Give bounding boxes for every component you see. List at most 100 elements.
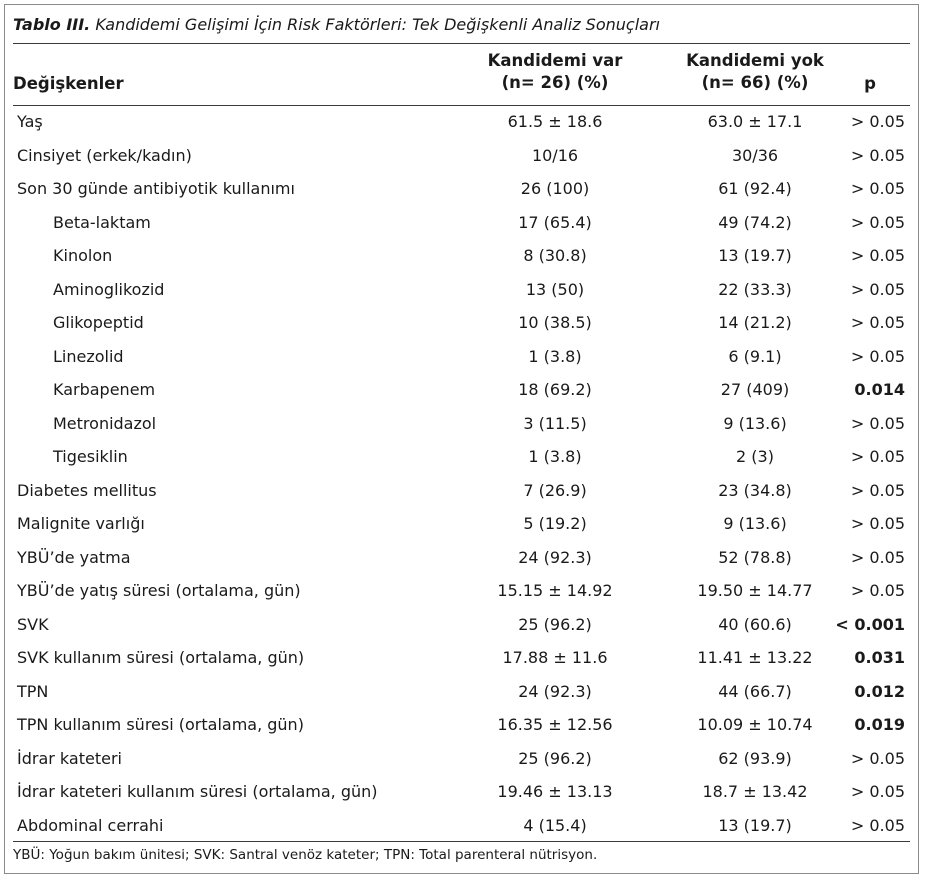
row-group-a-value: 17 (65.4) [518,212,592,232]
table-row: Abdominal cerrahi 4 (15.4) 13 (19.7) > 0.05 [5,810,920,844]
row-group-b-value: 30/36 [731,145,779,165]
row-label: Karbapenem [53,380,156,399]
row-p-value: > 0.05 [850,212,905,232]
table-row: Karbapenem 18 (69.2) 27 (409) 0.014 [5,374,920,408]
row-label: Diabetes mellitus [17,480,157,500]
row-label: Kinolon [53,246,113,265]
row-p-value: > 0.05 [850,782,905,801]
row-p-value: > 0.05 [850,112,905,131]
row-label: YBÜ’de yatma [17,547,131,567]
row-group-a-value: 1 (3.8) [528,346,582,366]
row-group-a-value: 26 (100) [520,179,590,198]
row-label: Linezolid [53,346,124,366]
row-group-a-value: 7 (26.9) [523,480,587,500]
header-variables: Değişkenler [13,74,124,93]
row-group-b-value: 14 (21.2) [718,313,792,332]
header-group-a-line2: (n= 26) (%) [501,73,609,92]
header-rule [13,105,910,106]
row-group-a-value: 25 (96.2) [518,748,592,768]
row-group-b-value: 9 (13.6) [723,413,787,433]
table-row: SVK kullanım süresi (ortalama, gün) 17.88… [5,642,920,676]
row-group-b-value: 62 (93.9) [718,748,792,768]
table-row: Tigesiklin 1 (3.8) 2 (3) > 0.05 [5,441,920,475]
table-row: Yaş 61.5 ± 18.6 63.0 ± 17.1 > 0.05 [5,106,920,140]
row-group-b-value: 44 (66.7) [718,681,792,701]
row-label: İdrar kateteri [17,748,122,768]
table-row: Beta-laktam 17 (65.4) 49 (74.2) > 0.05 [5,207,920,241]
table-body: Yaş 61.5 ± 18.6 63.0 ± 17.1 > 0.05 Cinsiyet … [5,106,920,843]
row-group-b-value: 11.41 ± 13.22 [697,648,813,667]
row-label: Glikopeptid [53,313,144,332]
header-group-b-line1: Kandidemi yok [686,51,824,70]
row-group-a-value: 8 (30.8) [523,246,587,265]
row-label: İdrar kateteri kullanım süresi (ortalama… [17,782,378,801]
footnote: YBÜ: Yoğun bakım ünitesi; SVK: Santral v… [13,847,598,863]
table-row: Malignite varlığı 5 (19.2) 9 (13.6) > 0.05 [5,508,920,542]
header-group-b-line2: (n= 66) (%) [701,73,809,92]
row-label: SVK kullanım süresi (ortalama, gün) [17,648,305,667]
row-label: Abdominal cerrahi [17,815,164,835]
row-p-value: > 0.05 [850,246,905,265]
row-group-b-value: 23 (34.8) [718,480,792,500]
table-row: Aminoglikozid 13 (50) 22 (33.3) > 0.05 [5,274,920,308]
row-group-b-value: 22 (33.3) [718,279,792,299]
row-group-a-value: 61.5 ± 18.6 [507,112,603,131]
row-label: Yaş [17,112,43,131]
row-label: TPN kullanım süresi (ortalama, gün) [17,715,304,734]
table-row: TPN kullanım süresi (ortalama, gün) 16.35… [5,709,920,743]
row-label: Cinsiyet (erkek/kadın) [17,145,192,165]
row-label: Aminoglikozid [53,279,165,299]
row-p-value: > 0.05 [850,179,905,198]
row-group-a-value: 5 (19.2) [523,514,587,533]
table-row: Glikopeptid 10 (38.5) 14 (21.2) > 0.05 [5,307,920,341]
row-group-a-value: 16.35 ± 12.56 [497,715,613,734]
row-label: Malignite varlığı [17,514,145,533]
row-group-a-value: 19.46 ± 13.13 [497,782,613,801]
header-group-b: Kandidemi yok (n= 66) (%) [640,50,870,94]
row-group-b-value: 19.50 ± 14.77 [697,581,813,600]
table-row: Cinsiyet (erkek/kadın) 10/16 30/36 > 0.05 [5,140,920,174]
caption-lead: Tablo III. [13,15,91,34]
row-group-b-value: 27 (409) [720,380,790,399]
row-group-b-value: 13 (19.7) [718,815,792,835]
row-label: YBÜ’de yatış süresi (ortalama, gün) [17,581,301,600]
row-label: Beta-laktam [53,212,151,232]
row-group-a-value: 15.15 ± 14.92 [497,581,613,600]
row-label: Son 30 günde antibiyotik kullanımı [17,179,295,198]
row-group-a-value: 24 (92.3) [518,547,592,567]
table-row: Son 30 günde antibiyotik kullanımı 26 (10… [5,173,920,207]
row-group-a-value: 18 (69.2) [518,380,592,399]
row-group-a-value: 24 (92.3) [518,681,592,701]
row-group-b-value: 63.0 ± 17.1 [707,112,803,131]
row-p-value: 0.031 [854,648,905,667]
row-group-a-value: 10/16 [531,145,579,165]
table-row: Linezolid 1 (3.8) 6 (9.1) > 0.05 [5,341,920,375]
header-group-a: Kandidemi var (n= 26) (%) [445,50,665,94]
top-rule [13,43,910,44]
table-row: TPN 24 (92.3) 44 (66.7) 0.012 [5,676,920,710]
row-p-value: > 0.05 [850,346,905,366]
row-label: Tigesiklin [53,447,128,466]
row-group-b-value: 52 (78.8) [718,547,792,567]
row-p-value: > 0.05 [850,145,905,165]
header-p: p [864,74,876,93]
table-row: YBÜ’de yatma 24 (92.3) 52 (78.8) > 0.05 [5,542,920,576]
row-p-value: 0.019 [854,715,905,734]
row-group-a-value: 25 (96.2) [518,614,592,634]
bottom-rule [13,841,910,842]
row-label: SVK [17,614,49,634]
table-row: İdrar kateteri kullanım süresi (ortalama… [5,776,920,810]
row-group-b-value: 9 (13.6) [723,514,787,533]
row-group-b-value: 40 (60.6) [718,614,792,634]
row-group-b-value: 61 (92.4) [718,179,792,198]
table-row: İdrar kateteri 25 (96.2) 62 (93.9) > 0.05 [5,743,920,777]
row-group-b-value: 6 (9.1) [728,346,782,366]
row-group-b-value: 18.7 ± 13.42 [702,782,808,801]
row-group-a-value: 1 (3.8) [528,447,582,466]
row-label: Metronidazol [53,413,157,433]
row-p-value: > 0.05 [850,748,905,768]
row-p-value: < 0.001 [835,614,905,634]
row-group-a-value: 4 (15.4) [523,815,587,835]
table-row: Diabetes mellitus 7 (26.9) 23 (34.8) > 0.05 [5,475,920,509]
row-p-value: > 0.05 [850,313,905,332]
